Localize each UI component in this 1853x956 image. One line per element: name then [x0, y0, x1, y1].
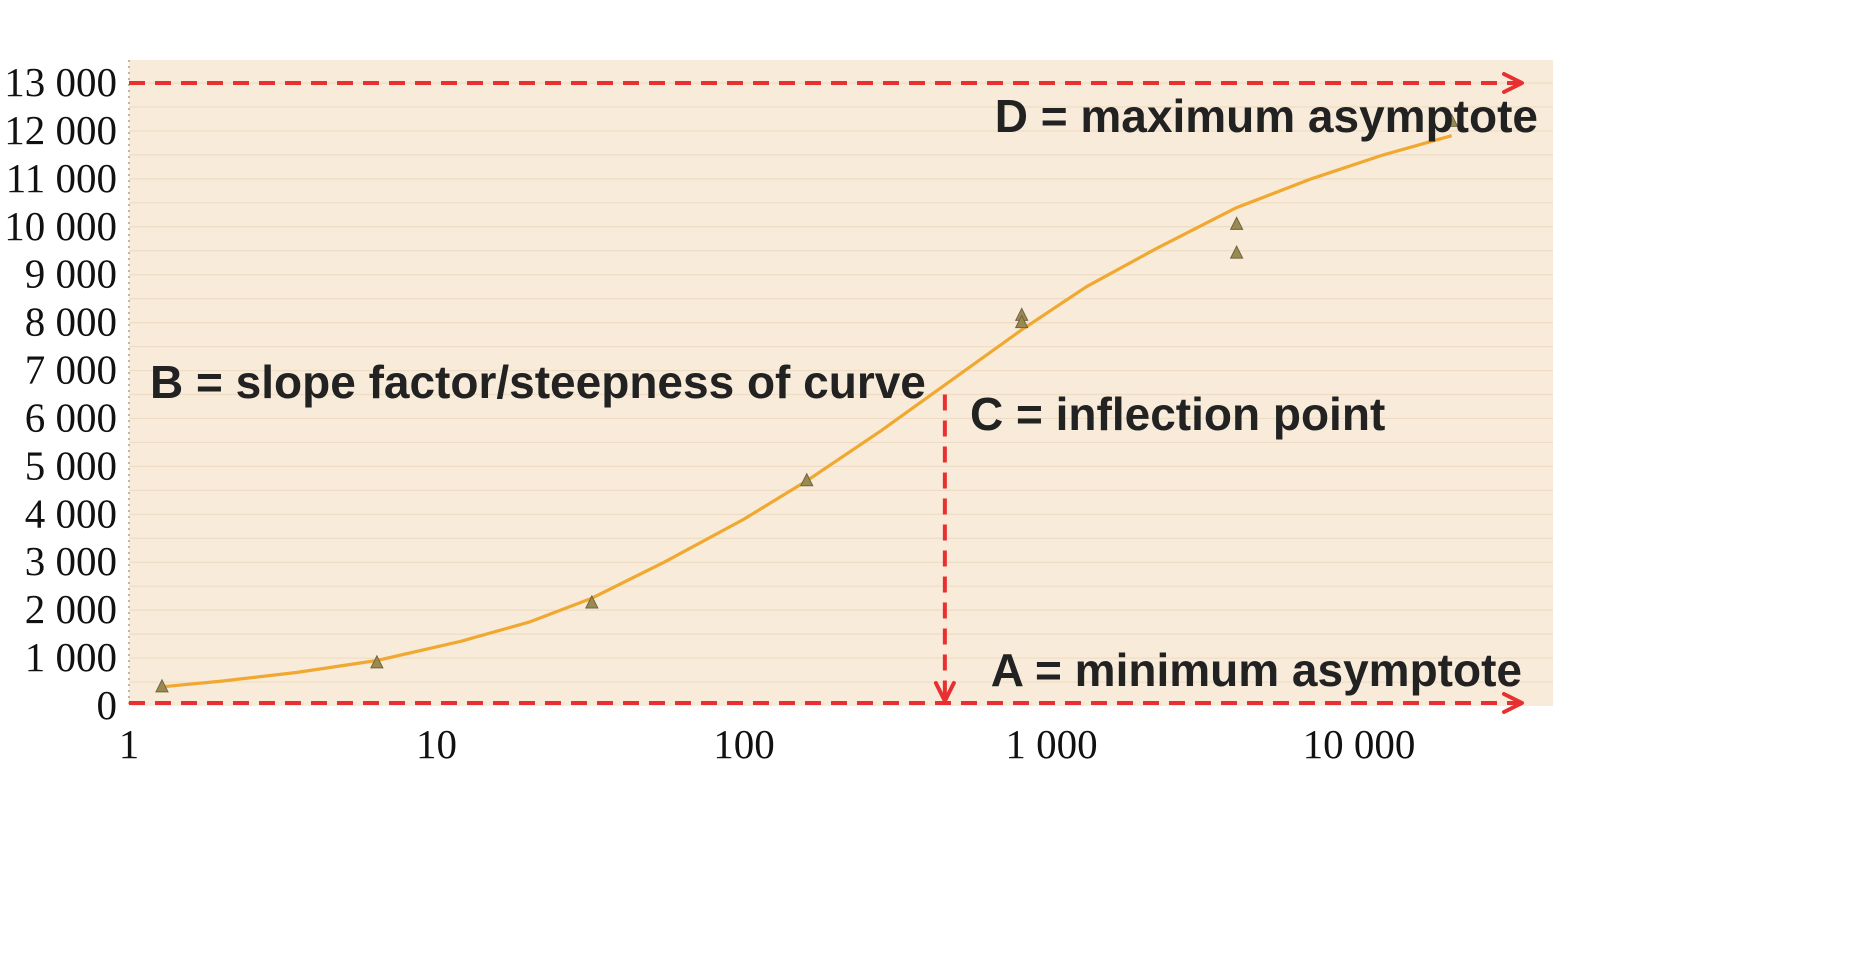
y-tick-label: 1 000: [25, 634, 117, 680]
annotation-slope-factor: B = slope factor/steepness of curve: [150, 356, 926, 408]
y-tick-label: 9 000: [25, 251, 117, 297]
x-axis-ticks: 1 10 100 1 000 10 000: [119, 721, 1416, 767]
annotation-maximum-asymptote: D = maximum asymptote: [995, 90, 1538, 142]
x-tick-label: 100: [713, 721, 775, 767]
data-point: [370, 654, 384, 669]
x-tick-label: 10: [416, 721, 457, 767]
asymptote-arrows-layer: [129, 72, 1524, 714]
data-point: [585, 594, 599, 609]
data-point: [799, 472, 814, 487]
data-point: [155, 678, 169, 693]
gridlines: [129, 82, 1553, 683]
y-tick-label: 4 000: [25, 490, 117, 536]
y-tick-label: 12 000: [4, 107, 117, 153]
x-tick-label: 1: [119, 721, 140, 767]
y-tick-label: 0: [97, 682, 118, 728]
x-tick-label: 1 000: [1005, 721, 1097, 767]
y-tick-label: 5 000: [25, 442, 117, 488]
annotation-inflection-point: C = inflection point: [970, 388, 1385, 440]
maximum-asymptote-arrowhead: [1502, 72, 1524, 94]
plot-background: [129, 60, 1553, 706]
y-tick-label: 6 000: [25, 394, 117, 440]
data-point: [1229, 216, 1244, 230]
y-tick-label: 2 000: [25, 586, 117, 632]
y-tick-label: 3 000: [25, 538, 117, 584]
annotation-minimum-asymptote: A = minimum asymptote: [991, 644, 1522, 696]
data-points-layer: [155, 113, 1459, 693]
data-point: [1014, 314, 1029, 329]
inflection-point-arrowhead: [933, 681, 956, 703]
y-tick-label: 7 000: [25, 347, 117, 393]
data-point: [1444, 113, 1459, 127]
y-tick-label: 10 000: [4, 203, 117, 249]
data-point: [1229, 245, 1244, 259]
x-tick-label: 10 000: [1303, 721, 1416, 767]
y-tick-label: 11 000: [6, 155, 117, 201]
minimum-asymptote-arrowhead: [1502, 692, 1524, 714]
y-tick-label: 8 000: [25, 299, 117, 345]
y-tick-label: 13 000: [4, 59, 117, 105]
